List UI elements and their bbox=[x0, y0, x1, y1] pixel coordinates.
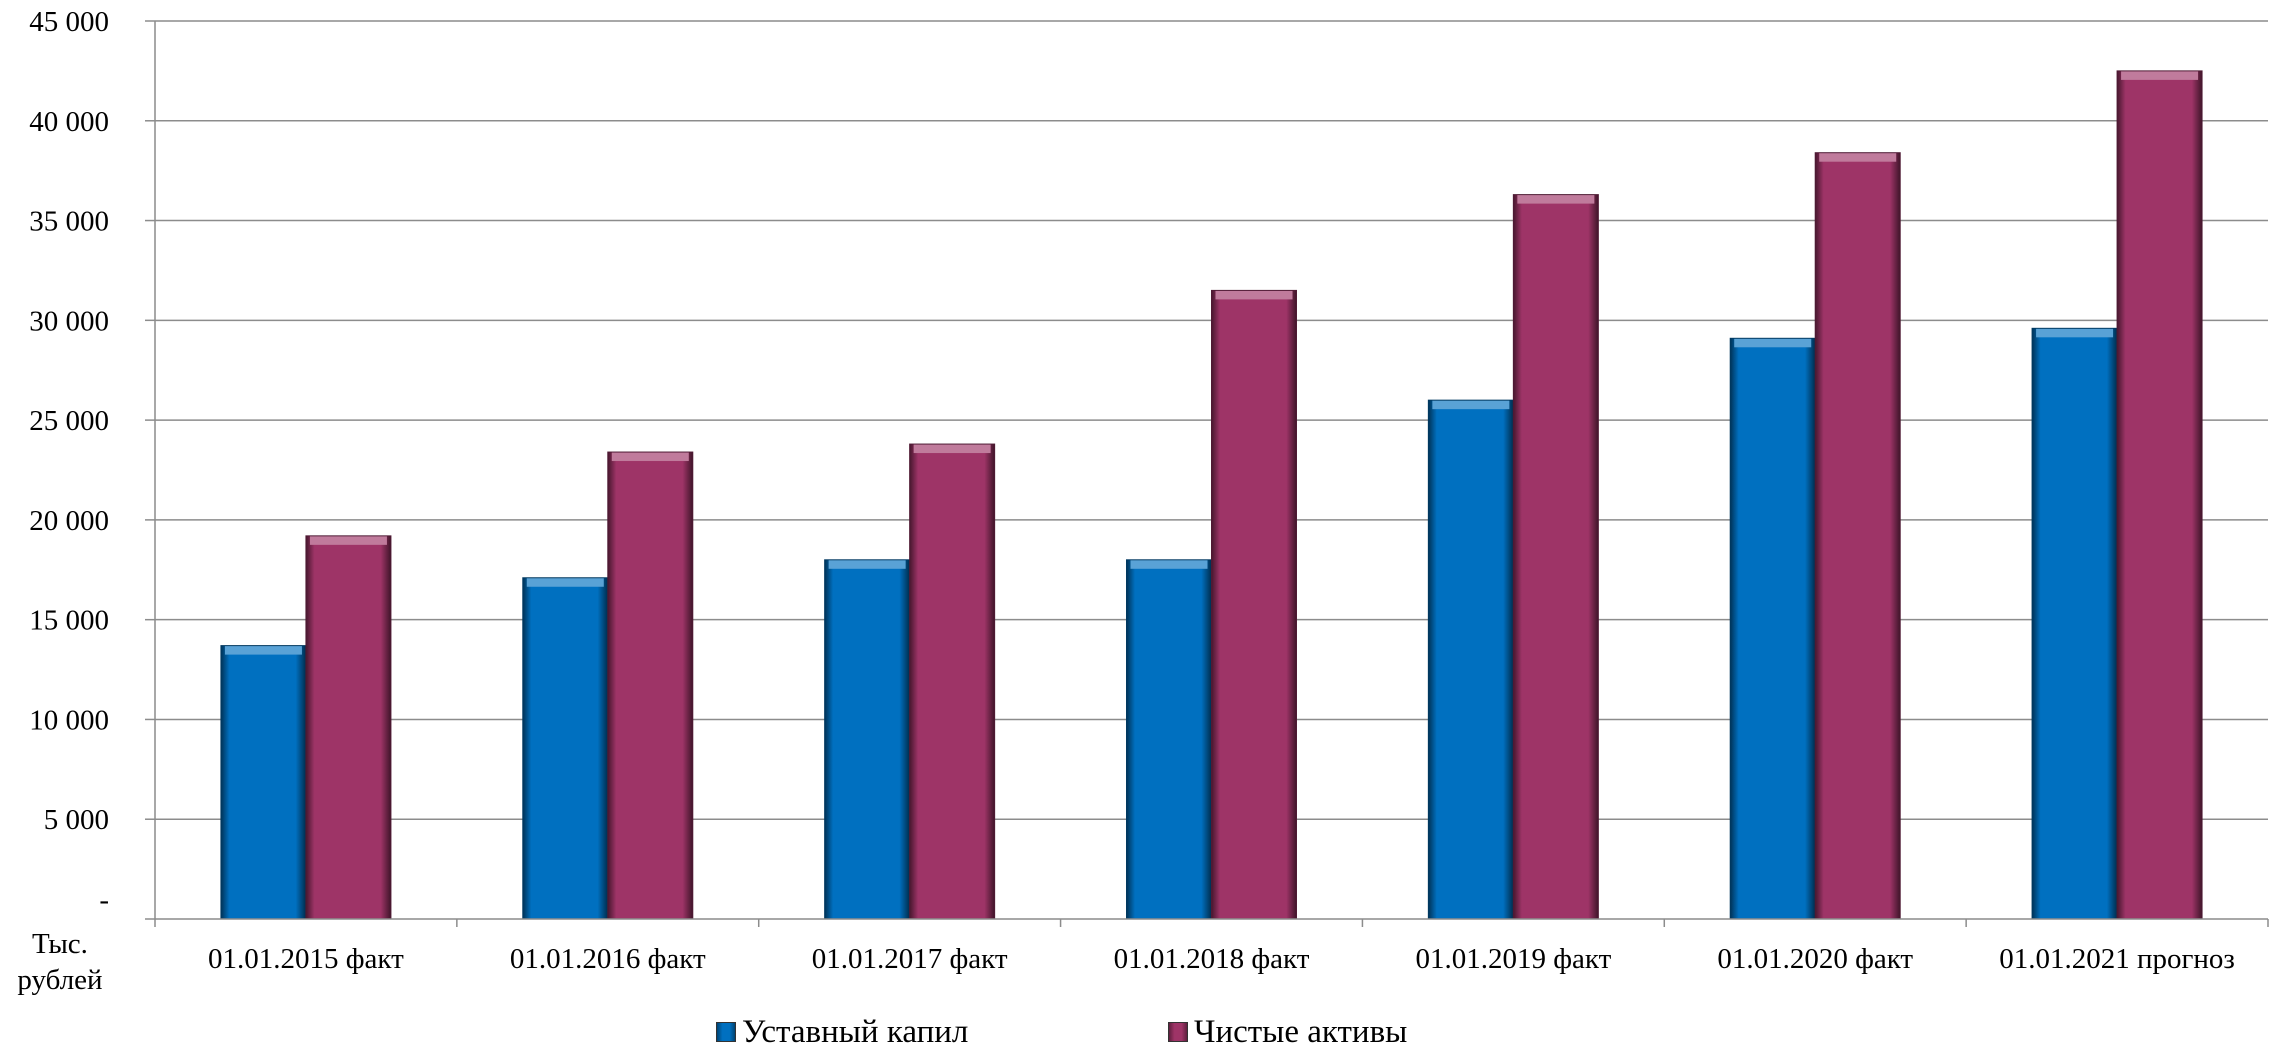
axes bbox=[145, 20, 2269, 927]
x-tick-label: 01.01.2020 факт bbox=[1717, 943, 1913, 975]
y-axis-unit-label: Тыс. рублей bbox=[0, 926, 120, 998]
bar-chistye-aktivy bbox=[1512, 194, 1599, 920]
y-tick-label: 10 000 bbox=[29, 704, 109, 736]
bar-ustavny-kapital bbox=[1126, 559, 1212, 920]
x-tick-label: 01.01.2016 факт bbox=[510, 943, 706, 975]
y-axis-unit-line-2: рублей bbox=[17, 964, 103, 996]
x-tick-label: 01.01.2015 факт bbox=[208, 943, 404, 975]
y-tick-label: 30 000 bbox=[29, 305, 109, 337]
tick-labels: - 5 000 10 000 15 000 20 000 25 000 30 000 35 0… bbox=[29, 6, 2235, 975]
legend-swatch-magenta bbox=[1168, 1022, 1188, 1042]
y-axis-unit-line-1: Тыс. bbox=[32, 928, 88, 960]
bar-chistye-aktivy bbox=[2116, 70, 2203, 920]
y-tick-label: 45 000 bbox=[29, 6, 109, 38]
bar-chistye-aktivy bbox=[1211, 289, 1297, 920]
legend-swatch-blue bbox=[716, 1022, 736, 1042]
bars bbox=[220, 70, 2203, 920]
legend-label: Чистые активы bbox=[1194, 1014, 1408, 1050]
x-tick-label: 01.01.2018 факт bbox=[1114, 943, 1310, 975]
y-tick-label: 25 000 bbox=[29, 405, 109, 437]
bar-ustavny-kapital bbox=[1427, 399, 1514, 920]
bar-chistye-aktivy bbox=[909, 443, 996, 920]
bar-ustavny-kapital bbox=[824, 559, 911, 920]
legend-item-chistye-aktivy: Чистые активы bbox=[1168, 1012, 1407, 1052]
bar-chistye-aktivy bbox=[305, 535, 392, 920]
legend-item-ustavny-kapital: Уставный капил bbox=[716, 1012, 968, 1052]
y-tick-label: 15 000 bbox=[29, 605, 109, 637]
bar-chistye-aktivy bbox=[607, 451, 694, 920]
y-tick-label: 5 000 bbox=[44, 804, 109, 836]
x-tick-label: 01.01.2017 факт bbox=[812, 943, 1008, 975]
bar-ustavny-kapital bbox=[522, 577, 609, 920]
x-tick-label: 01.01.2021 прогноз bbox=[1999, 943, 2235, 975]
y-tick-label: - bbox=[99, 884, 109, 916]
bar-ustavny-kapital bbox=[2031, 327, 2118, 920]
y-tick-label: 35 000 bbox=[29, 206, 109, 238]
legend: Уставный капил Чистые активы bbox=[0, 1012, 2275, 1052]
y-tick-label: 20 000 bbox=[29, 505, 109, 537]
bar-ustavny-kapital bbox=[220, 645, 307, 920]
legend-label: Уставный капил bbox=[742, 1014, 969, 1050]
bar-ustavny-kapital bbox=[1729, 337, 1816, 920]
y-tick-label: 40 000 bbox=[29, 106, 109, 138]
x-tick-label: 01.01.2019 факт bbox=[1415, 943, 1611, 975]
bar-chistye-aktivy bbox=[1814, 152, 1901, 920]
